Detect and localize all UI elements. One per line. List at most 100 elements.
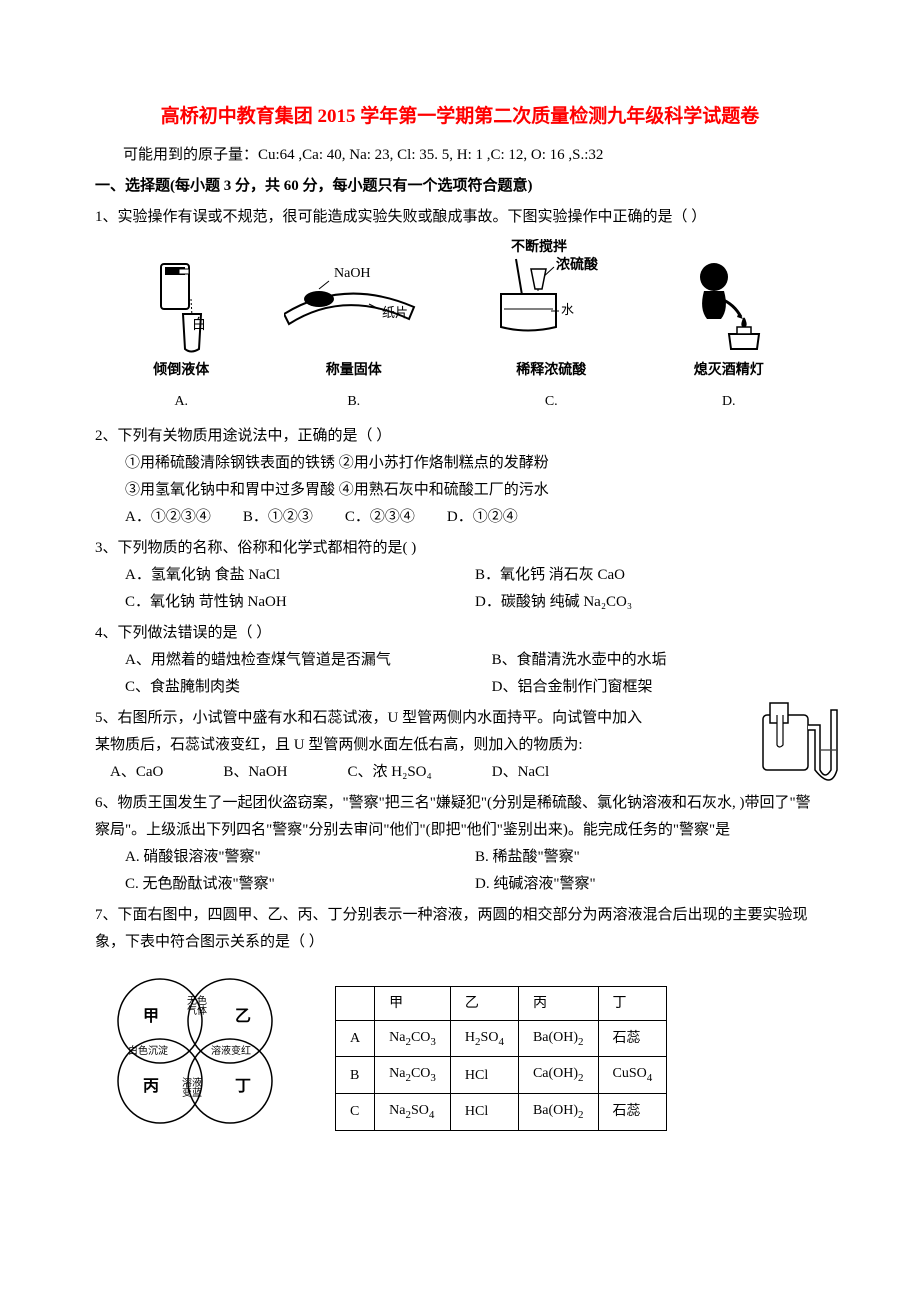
q6-opt-b: B. 稀盐酸"警察" bbox=[475, 844, 825, 871]
cell: 石蕊 bbox=[598, 1020, 667, 1057]
svg-text:白: 白 bbox=[192, 317, 206, 333]
table-row: B Na2CO3 HCl Ca(OH)2 CuSO4 bbox=[336, 1057, 667, 1094]
q4-row2: C、食盐腌制肉类 D、铝合金制作门窗框架 bbox=[95, 674, 825, 701]
question-3: 3、下列物质的名称、俗称和化学式都相符的是( ) A．氢氧化钠 食盐 NaCl … bbox=[95, 535, 825, 616]
q3-row1: A．氢氧化钠 食盐 NaCl B．氧化钙 消石灰 CaO bbox=[95, 562, 825, 589]
diagram-b-option: B. bbox=[347, 389, 360, 414]
q2-opt-c: C．②③④ bbox=[345, 504, 415, 531]
cell: 石蕊 bbox=[598, 1093, 667, 1130]
question-6: 6、物质王国发生了一起团伙盗窃案，"警察"把三名"嫌疑犯"(分别是稀硫酸、氯化钠… bbox=[95, 790, 825, 898]
th-yi: 乙 bbox=[450, 986, 518, 1020]
cell: CuSO4 bbox=[598, 1057, 667, 1094]
cell: HCl bbox=[450, 1093, 518, 1130]
question-1: 1、实验操作有误或不规范，很可能造成实验失败或酿成事故。下图实验操作中正确的是（… bbox=[95, 204, 825, 414]
q3-opt-a: A．氢氧化钠 食盐 NaCl bbox=[125, 562, 475, 589]
q3-opt-b: B．氧化钙 消石灰 CaO bbox=[475, 562, 825, 589]
table-row: C Na2SO4 HCl Ba(OH)2 石蕊 bbox=[336, 1093, 667, 1130]
svg-text:溶液变红: 溶液变红 bbox=[211, 1044, 251, 1057]
cell: HCl bbox=[450, 1057, 518, 1094]
cell: Na2CO3 bbox=[375, 1020, 451, 1057]
svg-text:变蓝: 变蓝 bbox=[182, 1086, 202, 1099]
diagram-a: 白 倾倒液体 A. bbox=[141, 259, 221, 414]
th-blank bbox=[336, 986, 375, 1020]
svg-text:丙: 丙 bbox=[143, 1077, 159, 1095]
q2-opt-d: D．①②④ bbox=[447, 504, 518, 531]
diagram-d-label: 熄灭酒精灯 bbox=[694, 358, 764, 383]
q5-opt-b: B、NaOH bbox=[223, 759, 287, 786]
atomic-masses: 可能用到的原子量：Cu:64 ,Ca: 40, Na: 23, Cl: 35. … bbox=[123, 142, 825, 169]
diagram-a-option: A. bbox=[174, 389, 188, 414]
svg-text:NaOH: NaOH bbox=[334, 266, 371, 281]
cell: Ca(OH)2 bbox=[518, 1057, 598, 1094]
svg-text:乙: 乙 bbox=[235, 1008, 251, 1025]
q6-opt-a: A. 硝酸银溶液"警察" bbox=[125, 844, 475, 871]
pour-liquid-icon: 白 bbox=[141, 259, 221, 354]
cell: C bbox=[336, 1093, 375, 1130]
q5-text2: 某物质后，石蕊试液变红，且 U 型管两侧水面左低右高，则加入的物质为: bbox=[95, 732, 825, 759]
table-row: A Na2CO3 H2SO4 Ba(OH)2 石蕊 bbox=[336, 1020, 667, 1057]
q2-opt-a: A．①②③④ bbox=[125, 504, 211, 531]
diagram-b-label: 称量固体 bbox=[326, 358, 382, 383]
q3-text: 3、下列物质的名称、俗称和化学式都相符的是( ) bbox=[95, 535, 825, 562]
cell: B bbox=[336, 1057, 375, 1094]
svg-text:甲: 甲 bbox=[143, 1007, 159, 1025]
u-tube-icon bbox=[755, 695, 845, 795]
q3-opt-d: D．碳酸钠 纯碱 Na₂CO₃ bbox=[475, 589, 825, 616]
extinguish-lamp-icon bbox=[679, 259, 779, 354]
venn-diagram-icon: 甲 乙 丙 丁 无色 气体 白色沉淀 溶液变红 溶液 变蓝 bbox=[95, 966, 305, 1136]
q4-opt-b: B、食醋清洗水壶中的水垢 bbox=[492, 647, 825, 674]
diagram-c-option: C. bbox=[545, 389, 558, 414]
q4-opt-c: C、食盐腌制肉类 bbox=[125, 674, 492, 701]
cell: A bbox=[336, 1020, 375, 1057]
table-header-row: 甲 乙 丙 丁 bbox=[336, 986, 667, 1020]
q3-row2: C．氧化钠 苛性钠 NaOH D．碳酸钠 纯碱 Na₂CO₃ bbox=[95, 589, 825, 616]
q7-table: 甲 乙 丙 丁 A Na2CO3 H2SO4 Ba(OH)2 石蕊 B Na2C… bbox=[335, 986, 667, 1131]
q5-text1: 5、右图所示，小试管中盛有水和石蕊试液，U 型管两侧内水面持平。向试管中加入 bbox=[95, 705, 825, 732]
q7-content: 甲 乙 丙 丁 无色 气体 白色沉淀 溶液变红 溶液 变蓝 甲 乙 丙 丁 A … bbox=[95, 966, 825, 1136]
svg-text:白色沉淀: 白色沉淀 bbox=[128, 1044, 168, 1057]
diagram-a-label: 倾倒液体 bbox=[153, 358, 209, 383]
q1-text: 1、实验操作有误或不规范，很可能造成实验失败或酿成事故。下图实验操作中正确的是（… bbox=[95, 204, 825, 231]
diagram-d-option: D. bbox=[722, 389, 736, 414]
th-bing: 丙 bbox=[518, 986, 598, 1020]
q4-text: 4、下列做法错误的是（ ） bbox=[95, 620, 825, 647]
svg-text:浓硫酸: 浓硫酸 bbox=[556, 256, 599, 273]
q5-opt-a: A、CaO bbox=[110, 759, 163, 786]
svg-text:丁: 丁 bbox=[235, 1078, 251, 1095]
question-4: 4、下列做法错误的是（ ） A、用燃着的蜡烛检查煤气管道是否漏气 B、食醋清洗水… bbox=[95, 620, 825, 701]
cell: H2SO4 bbox=[450, 1020, 518, 1057]
q5-opt-c: C、浓 H₂SO₄ bbox=[348, 759, 432, 786]
q5-opt-d: D、NaCl bbox=[492, 759, 550, 786]
q6-text: 6、物质王国发生了一起团伙盗窃案，"警察"把三名"嫌疑犯"(分别是稀硫酸、氯化钠… bbox=[95, 790, 825, 844]
q1-diagrams: 白 倾倒液体 A. NaOH 纸片 称量固体 B. 不断搅拌 浓硫酸 bbox=[95, 239, 825, 414]
cell: Ba(OH)2 bbox=[518, 1093, 598, 1130]
svg-text:不断搅拌: 不断搅拌 bbox=[511, 239, 567, 255]
page-title: 高桥初中教育集团 2015 学年第一学期第二次质量检测九年级科学试题卷 bbox=[95, 100, 825, 134]
q2-line2: ③用氢氧化钠中和胃中过多胃酸 ④用熟石灰中和硫酸工厂的污水 bbox=[95, 477, 825, 504]
section-1-heading: 一、选择题(每小题 3 分，共 60 分，每小题只有一个选项符合题意) bbox=[95, 173, 825, 200]
q2-line1: ①用稀硫酸清除钢铁表面的铁锈 ②用小苏打作烙制糕点的发酵粉 bbox=[95, 450, 825, 477]
question-5: 5、右图所示，小试管中盛有水和石蕊试液，U 型管两侧内水面持平。向试管中加入 某… bbox=[95, 705, 825, 786]
question-7: 7、下面右图中，四圆甲、乙、丙、丁分别表示一种溶液，两圆的相交部分为两溶液混合后… bbox=[95, 902, 825, 1136]
q4-opt-a: A、用燃着的蜡烛检查煤气管道是否漏气 bbox=[125, 647, 492, 674]
q5-options: A、CaO B、NaOH C、浓 H₂SO₄ D、NaCl bbox=[95, 759, 825, 786]
th-ding: 丁 bbox=[598, 986, 667, 1020]
cell: Na2SO4 bbox=[375, 1093, 451, 1130]
q3-opt-c: C．氧化钠 苛性钠 NaOH bbox=[125, 589, 475, 616]
q2-options: A．①②③④ B．①②③ C．②③④ D．①②④ bbox=[95, 504, 825, 531]
svg-text:水: 水 bbox=[561, 302, 574, 317]
q4-row1: A、用燃着的蜡烛检查煤气管道是否漏气 B、食醋清洗水壶中的水垢 bbox=[95, 647, 825, 674]
q6-row2: C. 无色酚酞试液"警察" D. 纯碱溶液"警察" bbox=[95, 871, 825, 898]
question-2: 2、下列有关物质用途说法中，正确的是（ ） ①用稀硫酸清除钢铁表面的铁锈 ②用小… bbox=[95, 423, 825, 531]
cell: Ba(OH)2 bbox=[518, 1020, 598, 1057]
dilute-acid-icon: 不断搅拌 浓硫酸 水 bbox=[486, 239, 616, 354]
q6-row1: A. 硝酸银溶液"警察" B. 稀盐酸"警察" bbox=[95, 844, 825, 871]
q6-opt-d: D. 纯碱溶液"警察" bbox=[475, 871, 825, 898]
q2-opt-b: B．①②③ bbox=[243, 504, 313, 531]
weigh-solid-icon: NaOH 纸片 bbox=[284, 259, 424, 354]
diagram-b: NaOH 纸片 称量固体 B. bbox=[284, 259, 424, 414]
svg-text:气体: 气体 bbox=[187, 1004, 207, 1017]
q2-text: 2、下列有关物质用途说法中，正确的是（ ） bbox=[95, 423, 825, 450]
q6-opt-c: C. 无色酚酞试液"警察" bbox=[125, 871, 475, 898]
svg-text:纸片: 纸片 bbox=[382, 305, 408, 320]
